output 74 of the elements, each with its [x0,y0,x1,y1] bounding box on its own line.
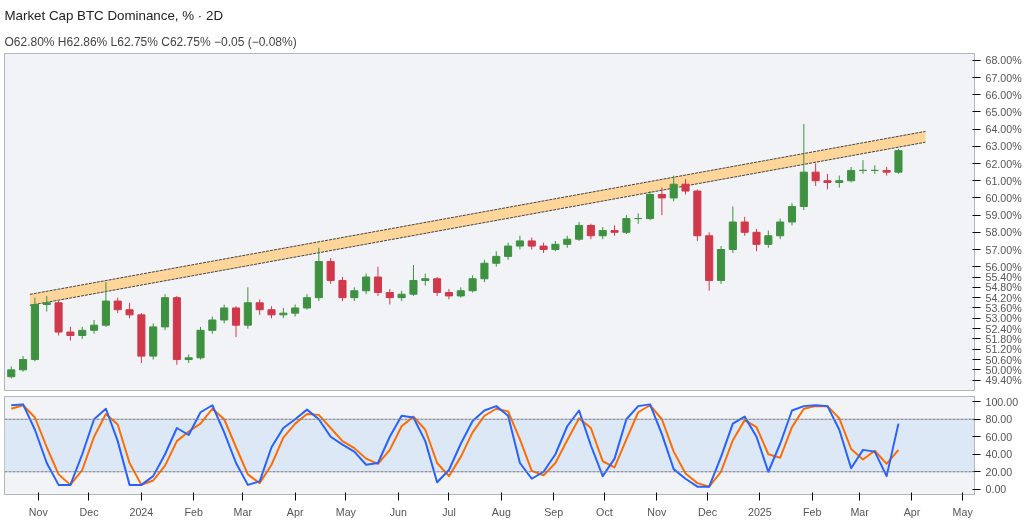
chart-subtitle: O62.80% H62.86% L62.75% C62.75% −0.05 (−0.08%) [4,34,297,49]
y-tick-label: 56.00% [985,260,1023,273]
y-tick-label: 54.20% [985,291,1023,304]
y-tick-label: 54.80% [985,281,1023,294]
x-tick-label: Mar [850,505,870,518]
candlestick [480,259,489,283]
y-tick-label: 58.00% [985,226,1023,239]
y-tick-label: 40.00 [985,448,1013,461]
y-tick-label: 51.80% [985,332,1023,345]
candlestick [811,163,820,187]
y-tick-label: 52.40% [985,322,1023,335]
candlestick [362,273,371,295]
candlestick [575,221,584,242]
y-tick-label: 49.40% [985,374,1023,387]
y-tick-label: 100.00 [985,395,1019,408]
y-tick-label: 66.00% [985,88,1023,101]
x-tick-label: Sep [544,505,564,518]
x-tick-label: May [335,505,357,518]
candlestick [433,276,442,297]
x-tick-label: May [952,505,974,518]
x-tick-label: Mar [233,505,253,518]
x-tick-label: Jul [442,505,456,518]
y-tick-label: 61.00% [985,174,1023,187]
x-tick-label: Nov [28,505,49,518]
y-tick-label: 59.00% [985,209,1023,222]
y-tick-label: 62.00% [985,157,1023,170]
candlestick [894,148,903,175]
candlestick [338,276,347,302]
y-tick-label: 65.00% [985,105,1023,118]
y-tick-label: 50.00% [985,363,1023,376]
x-tick-label: Feb [803,505,822,518]
candlestick [669,175,678,202]
x-tick-label: Dec [79,505,100,518]
x-tick-label: 2025 [748,505,772,518]
x-tick-label: Apr [286,505,304,518]
candlestick [622,214,631,235]
candlestick [787,202,797,226]
x-tick-label: Feb [184,505,204,518]
candlestick [373,266,383,297]
candlestick [220,304,229,324]
y-tick-label: 64.00% [985,123,1023,136]
candlestick [515,235,524,251]
candlestick [657,187,666,216]
candlestick [326,257,335,285]
x-tick-label: Oct [596,505,613,518]
candlestick [90,319,99,335]
x-tick-label: Apr [903,505,921,518]
y-tick-label: 51.20% [985,343,1023,356]
candlestick [752,228,761,252]
y-tick-label: 60.00% [985,191,1023,204]
y-tick-label: 53.00% [985,312,1023,325]
y-tick-label: 80.00 [985,413,1013,426]
x-tick-label: Nov [647,505,667,518]
y-tick-label: 20.00 [985,465,1013,478]
y-tick-label: 60.00 [985,430,1013,443]
candlestick [776,218,785,240]
y-tick-label: 67.00% [985,71,1023,84]
x-tick-label: Aug [491,505,511,518]
y-tick-label: 53.60% [985,301,1023,314]
chart-title: Market Cap BTC Dominance, % · 2D [4,7,224,23]
y-tick-label: 50.60% [985,353,1023,366]
y-tick-label: 63.00% [985,140,1023,153]
y-tick-label: 55.40% [985,271,1023,284]
candlestick [243,286,252,330]
candlestick [409,264,418,297]
x-tick-label: Dec [698,505,718,518]
y-tick-label: 68.00% [985,54,1023,67]
x-tick-label: Jun [389,505,407,518]
y-tick-label: 0.00 [985,483,1007,496]
x-tick-label: 2024 [129,505,154,518]
candlestick [444,288,453,300]
candlestick [231,305,241,338]
y-tick-label: 57.00% [985,243,1023,256]
candlestick [740,216,749,237]
